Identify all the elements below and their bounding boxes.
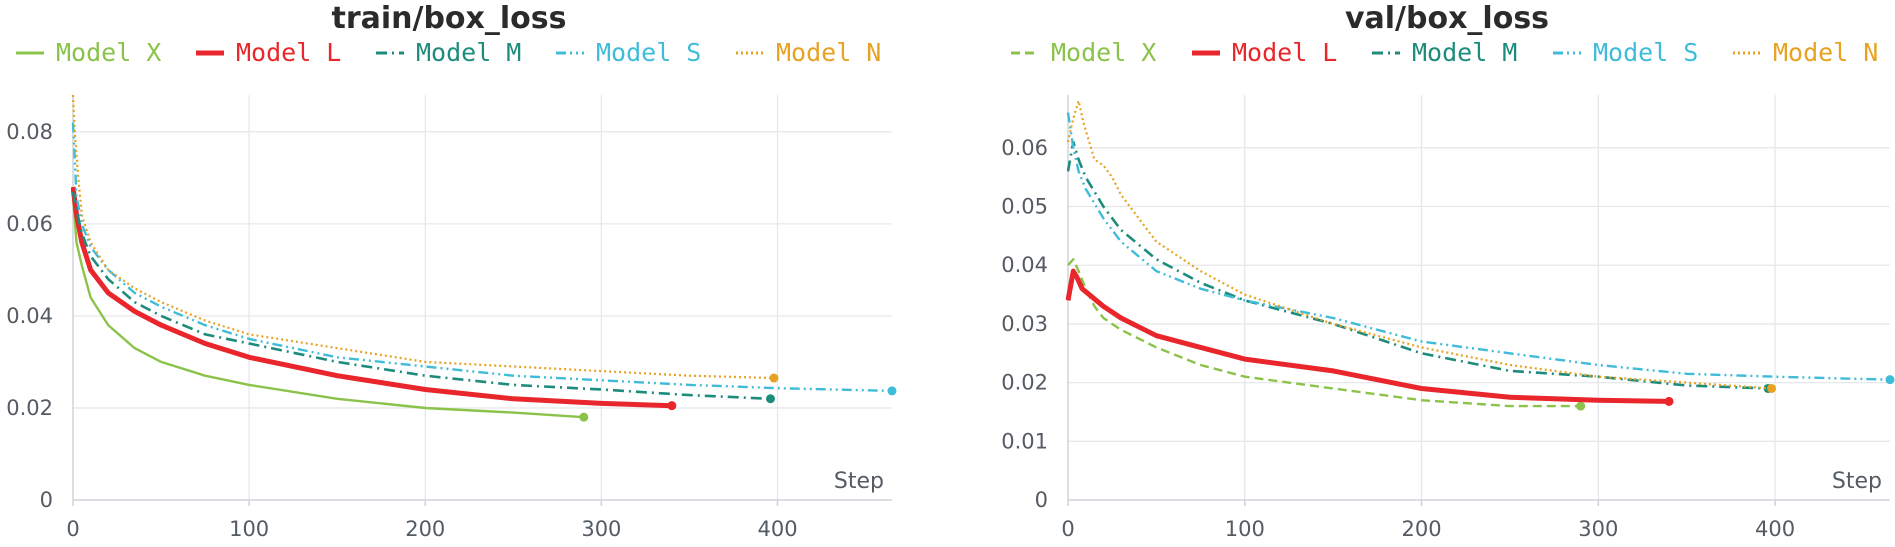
y-tick-label: 0.02 (1001, 371, 1048, 395)
series-line[interactable] (71, 186, 672, 409)
x-axis-label: Step (834, 469, 884, 494)
legend-entry[interactable]: Model S (596, 38, 701, 67)
series-line[interactable] (71, 122, 893, 393)
y-tick-label: 0 (1035, 488, 1048, 512)
series-line[interactable] (1067, 258, 1581, 408)
series-end-point[interactable] (667, 401, 677, 411)
legend-entry[interactable]: Model L (1232, 38, 1337, 67)
chart-1: train/box_loss Model X Model L Model M Model… (6, 1, 897, 541)
x-tick-label: 200 (405, 517, 445, 541)
y-tick-label: 0 (40, 488, 53, 512)
x-tick-label: 400 (1755, 517, 1795, 541)
series-line[interactable] (71, 196, 584, 419)
x-axis-label: Step (1832, 469, 1882, 494)
x-tick-label: 200 (1402, 517, 1442, 541)
legend-entry[interactable]: Model S (1593, 38, 1698, 67)
legend-entry[interactable]: Model M (1412, 38, 1517, 67)
x-tick-label: 300 (581, 517, 621, 541)
chart-title: val/box_loss (1345, 1, 1549, 36)
series-end-point[interactable] (1885, 375, 1895, 385)
chart-title: train/box_loss (331, 1, 566, 36)
y-tick-label: 0.06 (6, 212, 53, 236)
series-end-point[interactable] (765, 394, 775, 404)
x-tick-label: 100 (229, 517, 269, 541)
y-tick-label: 0.02 (6, 396, 53, 420)
series-end-point[interactable] (1664, 396, 1674, 406)
series-line[interactable] (1066, 140, 1769, 390)
legend-entry[interactable]: Model X (1051, 38, 1156, 67)
legend-entry[interactable]: Model N (1773, 38, 1878, 67)
x-tick-label: 400 (757, 517, 797, 541)
x-tick-label: 0 (66, 517, 79, 541)
series-line[interactable] (1066, 268, 1670, 404)
series-end-point[interactable] (1767, 383, 1777, 393)
series-line[interactable] (1066, 99, 1772, 390)
y-tick-label: 0.01 (1001, 429, 1048, 453)
y-tick-label: 0.03 (1001, 312, 1048, 336)
y-tick-label: 0.08 (6, 120, 53, 144)
series-end-point[interactable] (887, 386, 897, 396)
series-end-point[interactable] (579, 412, 589, 422)
chart-2: val/box_loss Model X Model L Model M Model S… (1001, 1, 1895, 541)
x-tick-label: 100 (1225, 517, 1265, 541)
y-tick-label: 0.06 (1001, 136, 1048, 160)
series-line[interactable] (71, 191, 771, 401)
x-tick-label: 300 (1578, 517, 1618, 541)
series-line[interactable] (1066, 112, 1891, 381)
legend-entry[interactable]: Model X (56, 38, 161, 67)
legend-entry[interactable]: Model L (236, 38, 341, 67)
y-tick-label: 0.04 (6, 304, 53, 328)
series-end-point[interactable] (1576, 401, 1586, 411)
legend-entry[interactable]: Model N (776, 38, 881, 67)
legend-entry[interactable]: Model M (416, 38, 521, 67)
y-tick-label: 0.05 (1001, 195, 1048, 219)
series-end-point[interactable] (769, 373, 779, 383)
y-tick-label: 0.04 (1001, 253, 1048, 277)
series-line[interactable] (71, 94, 775, 380)
x-tick-label: 0 (1061, 517, 1074, 541)
